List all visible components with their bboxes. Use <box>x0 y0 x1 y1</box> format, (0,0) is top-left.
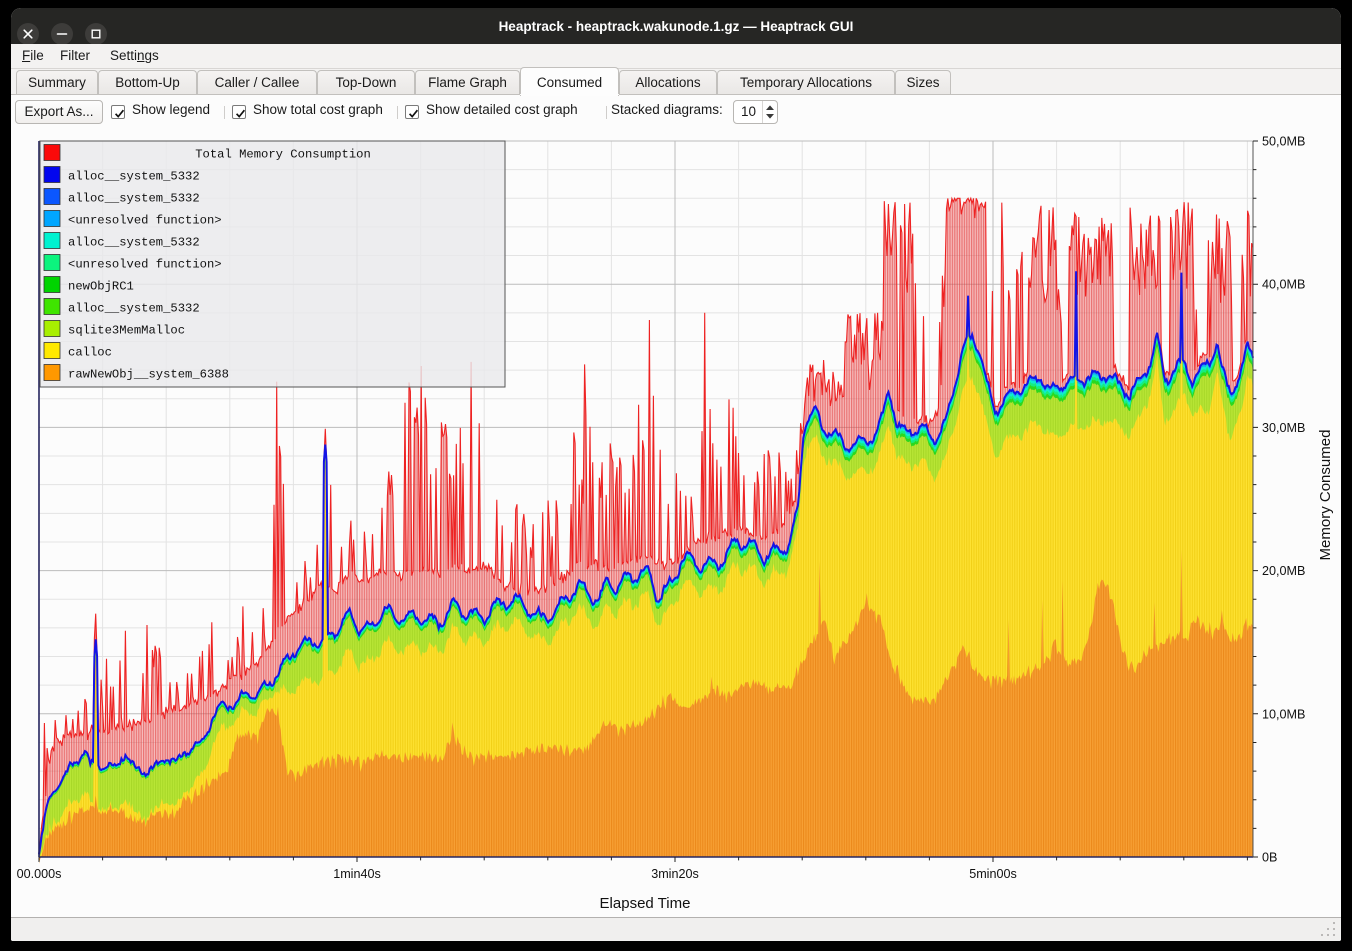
svg-text:1min40s: 1min40s <box>333 867 381 881</box>
svg-text:50,0MB: 50,0MB <box>1262 135 1305 149</box>
svg-text:alloc__system_5332: alloc__system_5332 <box>68 302 200 316</box>
svg-text:00.000s: 00.000s <box>17 867 62 881</box>
svg-text:alloc__system_5332: alloc__system_5332 <box>68 236 200 250</box>
svg-text:alloc__system_5332: alloc__system_5332 <box>68 192 200 206</box>
svg-text:Elapsed Time: Elapsed Time <box>600 895 691 912</box>
svg-text:Memory Consumed: Memory Consumed <box>1317 430 1334 561</box>
svg-text:calloc: calloc <box>68 346 112 360</box>
svg-text:5min00s: 5min00s <box>969 867 1017 881</box>
svg-text:40,0MB: 40,0MB <box>1262 278 1305 292</box>
svg-text:<unresolved function>: <unresolved function> <box>68 214 222 228</box>
svg-text:10,0MB: 10,0MB <box>1262 707 1305 721</box>
svg-text:newObjRC1: newObjRC1 <box>68 280 134 294</box>
svg-text:alloc__system_5332: alloc__system_5332 <box>68 170 200 184</box>
svg-text:rawNewObj__system_6388: rawNewObj__system_6388 <box>68 368 229 382</box>
svg-text:3min20s: 3min20s <box>651 867 699 881</box>
svg-text:0B: 0B <box>1262 851 1277 865</box>
svg-text:sqlite3MemMalloc: sqlite3MemMalloc <box>68 324 185 338</box>
svg-text:<unresolved function>: <unresolved function> <box>68 258 222 272</box>
svg-text:Total Memory Consumption: Total Memory Consumption <box>195 148 371 162</box>
svg-text:30,0MB: 30,0MB <box>1262 421 1305 435</box>
svg-text:20,0MB: 20,0MB <box>1262 564 1305 578</box>
